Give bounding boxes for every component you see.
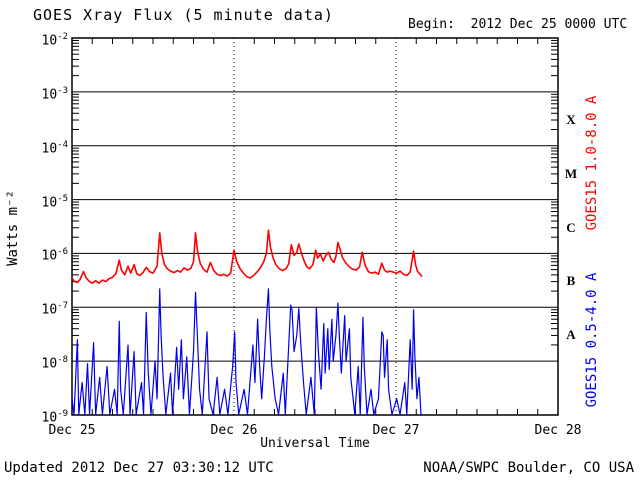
plot-frame: [71, 37, 559, 416]
flare-class-letter-x: X: [566, 111, 576, 127]
flare-class-letter-b: B: [566, 273, 576, 289]
begin-time-label: Begin: 2012 Dec 25 0000 UTC: [408, 17, 628, 32]
y-tick-label: 10-4: [41, 139, 69, 157]
updated-timestamp: Updated 2012 Dec 27 03:30:12 UTC: [4, 460, 274, 476]
y-tick-label: 10-2: [41, 32, 69, 49]
log-minor-ticks: [72, 39, 558, 346]
y-axis-label: Watts m⁻²: [5, 190, 21, 266]
series-long-wave: [71, 229, 423, 285]
x-tick-label: Dec 27: [372, 423, 420, 438]
flare-class-letter-a: A: [566, 327, 576, 343]
x-tick-label: Dec 26: [210, 423, 258, 438]
flare-class-letter-c: C: [566, 219, 576, 235]
grid-decade-lines: [72, 91, 558, 362]
y-tick-label: 10-8: [41, 355, 69, 372]
legend-long-wave-label: GOES15 1.0-8.0 A: [584, 95, 600, 231]
y-tick-label: 10-3: [41, 85, 69, 103]
series-short-wave: [71, 288, 422, 416]
flare-class-letter-m: M: [564, 165, 578, 181]
x-tick-label: Dec 25: [48, 423, 96, 438]
x-axis-label: Universal Time: [260, 436, 370, 451]
y-tick-label: 10-5: [41, 193, 69, 210]
day-gridlines: [233, 38, 397, 415]
chart-title: GOES Xray Flux (5 minute data): [33, 6, 334, 24]
x-tick-label: Dec 28: [534, 423, 582, 438]
y-tick-label: 10-9: [41, 409, 69, 426]
source-attribution: NOAA/SWPC Boulder, CO USA: [423, 460, 634, 476]
y-tick-label: 10-7: [41, 301, 69, 318]
legend-short-wave-label: GOES15 0.5-4.0 A: [584, 272, 600, 408]
y-tick-label: 10-6: [41, 247, 69, 264]
